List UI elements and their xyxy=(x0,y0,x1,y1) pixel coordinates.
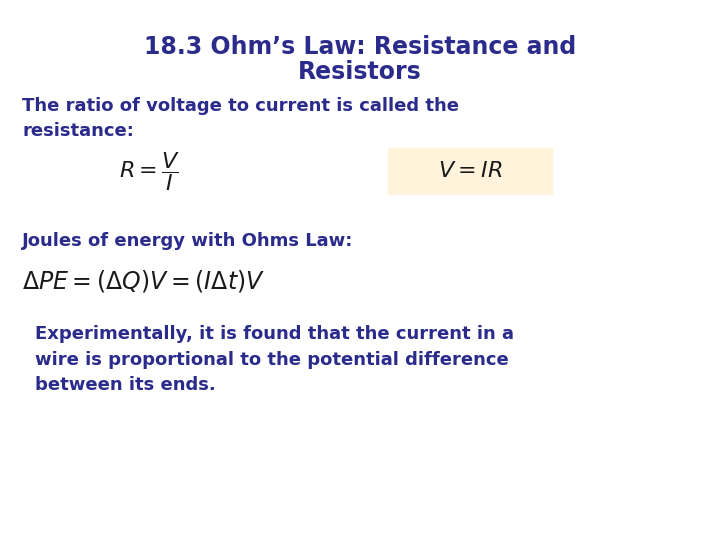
Text: Experimentally, it is found that the current in a
wire is proportional to the po: Experimentally, it is found that the cur… xyxy=(35,325,514,394)
Text: The ratio of voltage to current is called the
resistance:: The ratio of voltage to current is calle… xyxy=(22,97,459,140)
Text: $\Delta PE = (\Delta Q)V = (I\Delta t)V$: $\Delta PE = (\Delta Q)V = (I\Delta t)V$ xyxy=(22,268,265,294)
FancyBboxPatch shape xyxy=(388,148,552,194)
Text: $V = IR$: $V = IR$ xyxy=(438,161,503,181)
Text: $R = \dfrac{V}{I}$: $R = \dfrac{V}{I}$ xyxy=(120,151,181,193)
Text: Resistors: Resistors xyxy=(298,60,422,84)
Text: 18.3 Ohm’s Law: Resistance and: 18.3 Ohm’s Law: Resistance and xyxy=(144,35,576,59)
Text: Joules of energy with Ohms Law:: Joules of energy with Ohms Law: xyxy=(22,232,354,250)
